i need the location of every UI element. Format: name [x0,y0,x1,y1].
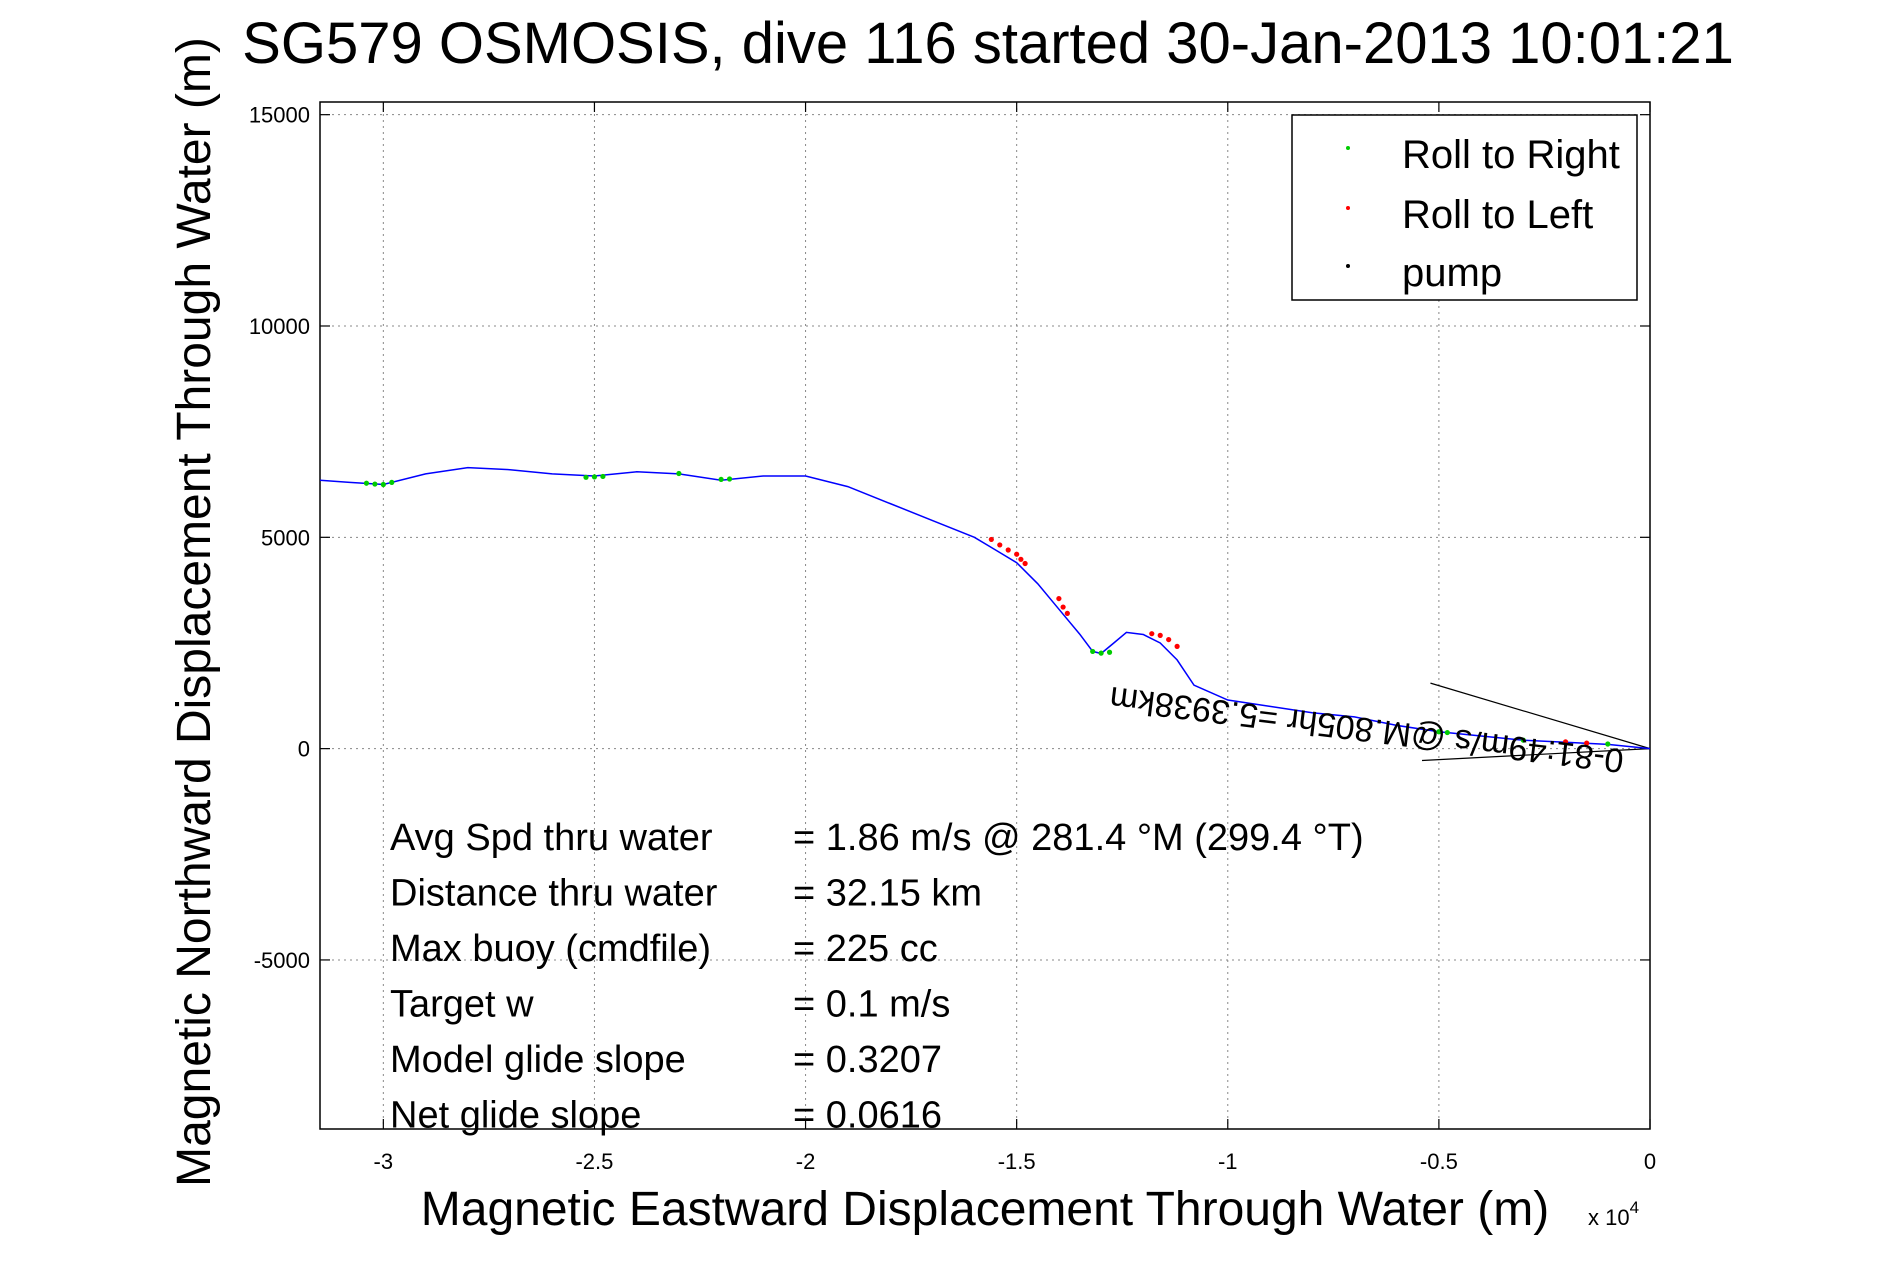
x-tick-label: -0.5 [1420,1149,1458,1174]
roll-right-point [1520,737,1526,743]
roll-right-point [726,476,733,482]
roll-right-point [380,481,386,488]
roll-left-point [1022,560,1028,567]
stat-value: = 0.1 m/s [793,984,950,1026]
roll-right-point [583,474,589,480]
stat-value: = 1.86 m/s @ 281.4 °M (299.4 °T) [793,817,1364,859]
marker-points [363,470,1611,747]
stat-value: = 225 cc [793,928,938,970]
x-tick-label: 0 [1644,1149,1656,1174]
roll-left-point [1056,595,1062,602]
roll-left-point [1584,740,1590,746]
fan-line [1421,748,1651,762]
x-tick-label: -1.5 [998,1149,1036,1174]
legend-marker-pump [1346,264,1350,268]
roll-right-point [363,480,370,486]
x-tick-label: -2.5 [575,1149,613,1174]
stat-label: Net glide slope [390,1095,641,1137]
roll-left-point [1064,610,1070,616]
stat-value: = 0.3207 [793,1039,942,1081]
roll-right-point [591,474,598,480]
legend-marker-roll-right [1346,146,1350,150]
roll-left-point [1562,739,1569,745]
stat-label: Max buoy (cmdfile) [390,928,711,970]
x-axis-label: Magnetic Eastward Displacement Through W… [421,1183,1549,1236]
roll-right-point [1436,729,1442,735]
roll-left-point [1174,643,1180,649]
roll-left-point [1005,547,1011,553]
chart-title: SG579 OSMOSIS, dive 116 started 30-Jan-2… [242,11,1734,76]
legend-marker-roll-left [1346,206,1350,210]
roll-left-point [1060,604,1066,610]
legend-label-roll-left: Roll to Left [1402,193,1593,237]
fan-line [1430,682,1651,750]
roll-right-point [389,479,395,485]
roll-left-point [1157,632,1163,638]
x-axis-multiplier-base: x 10 [1588,1205,1630,1230]
x-axis-multiplier: x 104 [1588,1198,1639,1230]
stats-block: Avg Spd thru water = 1.86 m/s @ 281.4 °M … [390,817,1364,1137]
roll-right-point [600,473,606,480]
stat-label: Model glide slope [390,1039,686,1081]
roll-right-point [372,481,378,487]
track-line [319,466,1651,750]
y-tick-label: 15000 [249,103,310,128]
y-tick-label: -5000 [254,948,310,973]
fan-lines [1421,682,1651,762]
stat-label: Avg Spd thru water [390,817,713,859]
roll-right-point [1605,741,1611,747]
stat-label: Target w [390,984,534,1026]
x-axis-multiplier-exponent: 4 [1630,1198,1639,1217]
roll-left-point [988,536,994,543]
roll-right-point [718,476,724,483]
roll-right-point [1106,649,1113,655]
axis-ticks: -3 -2.5 -2 -1.5 -1 -0.5 0 15000 10000 5000 0 -5000 [249,102,1656,1174]
roll-left-point [1166,636,1172,643]
roll-left-point [1014,551,1020,557]
roll-right-point [1098,650,1104,656]
roll-right-point [1090,648,1096,655]
x-tick-label: -3 [374,1149,394,1174]
stat-value: = 0.0616 [793,1095,942,1137]
y-tick-label: 10000 [249,314,310,339]
y-axis-label: Magnetic Northward Displacement Through … [168,37,221,1187]
y-tick-label: 5000 [261,525,310,550]
roll-right-point [1444,729,1450,736]
legend: Roll to Right Roll to Left pump [1291,114,1638,301]
x-tick-label: -1 [1218,1149,1238,1174]
roll-left-point [997,542,1003,548]
legend-label-pump: pump [1402,251,1502,295]
legend-label-roll-right: Roll to Right [1402,133,1620,177]
roll-right-point [676,470,682,477]
y-tick-label: 0 [298,737,310,762]
roll-left-point [1018,556,1024,562]
stat-value: = 32.15 km [793,873,982,915]
roll-left-point [1149,631,1155,637]
stat-label: Distance thru water [390,873,718,915]
x-tick-label: -2 [796,1149,816,1174]
